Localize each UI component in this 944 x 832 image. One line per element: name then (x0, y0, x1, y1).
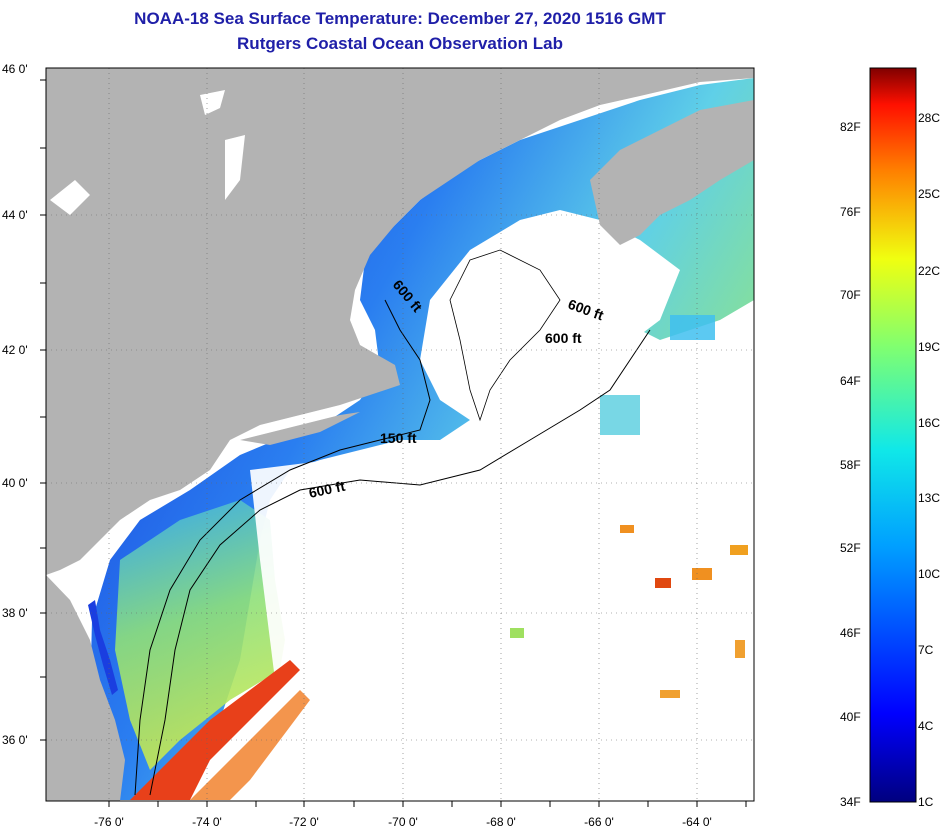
colorbar-f-label: 82F (840, 120, 861, 134)
inland-snow (50, 90, 245, 215)
warm-patch (730, 545, 748, 555)
warm-patch (735, 640, 745, 658)
lat-label: 42 0' (2, 343, 28, 357)
lon-label: -68 0' (486, 815, 516, 829)
land-nova-scotia (590, 100, 754, 245)
contour-label: 600 ft (545, 330, 582, 346)
warm-patch (620, 525, 634, 533)
colorbar-c-label: 19C (918, 340, 941, 354)
south-shelf-water (115, 500, 285, 770)
lat-label: 38 0' (2, 606, 28, 620)
contour-150ft (134, 299, 431, 796)
gulf-stream (130, 660, 300, 800)
colorbar-c-label: 22C (918, 264, 941, 278)
colorbar-c-label: 13C (918, 491, 941, 505)
colorbar-f-label: 34F (840, 795, 861, 809)
land-south (46, 575, 125, 801)
warm-patch (655, 578, 671, 588)
land-us (46, 68, 754, 575)
colorbar-c-label: 28C (918, 111, 941, 125)
lat-label: 44 0' (2, 208, 28, 222)
grid-lines (46, 68, 754, 801)
map-frame (45, 67, 755, 802)
lon-label: -70 0' (388, 815, 418, 829)
map-subtitle: Rutgers Coastal Ocean Observation Lab (237, 34, 563, 53)
cyan-patch (670, 315, 715, 340)
lon-label: -76 0' (94, 815, 124, 829)
contour-label: 600 ft (307, 478, 346, 501)
cyan-patch (600, 395, 640, 435)
lon-label: -64 0' (682, 815, 712, 829)
colorbar-f-label: 64F (840, 374, 861, 388)
colorbar-c-label: 7C (918, 643, 934, 657)
colorbar-c-label: 1C (918, 795, 934, 809)
warm-patch (692, 568, 712, 580)
lat-label: 40 0' (2, 476, 28, 490)
colorbar-c-label: 25C (918, 187, 941, 201)
chesapeake-bay (88, 600, 118, 695)
lon-label: -74 0' (192, 815, 222, 829)
outer-cloud (250, 440, 620, 800)
colorbar-f-label: 70F (840, 288, 861, 302)
lon-label: -72 0' (289, 815, 319, 829)
colorbar-f-label: 76F (840, 205, 861, 219)
contour-600ft-shelf (149, 329, 651, 796)
contour-label: 150 ft (380, 430, 417, 446)
colorbar-c-label: 10C (918, 567, 941, 581)
lat-label: 46 0' (2, 62, 28, 76)
colorbar-c-label: 4C (918, 719, 934, 733)
warm-patch (510, 628, 524, 638)
colorbar-f-label: 46F (840, 626, 861, 640)
land-long-island (240, 412, 360, 445)
colorbar (869, 67, 917, 803)
colorbar-c-label: 16C (918, 416, 941, 430)
colorbar-f-label: 52F (840, 541, 861, 555)
axis-ticks (40, 79, 747, 807)
contour-gulf-of-maine (449, 249, 561, 422)
warm-patch (660, 690, 680, 698)
colorbar-f-label: 58F (840, 458, 861, 472)
lon-label: -66 0' (584, 815, 614, 829)
lat-label: 36 0' (2, 733, 28, 747)
gulf-stream-edge (190, 690, 310, 800)
gulf-cloud (420, 210, 680, 430)
colorbar-f-label: 40F (840, 710, 861, 724)
map-title: NOAA-18 Sea Surface Temperature: Decembe… (134, 9, 666, 28)
